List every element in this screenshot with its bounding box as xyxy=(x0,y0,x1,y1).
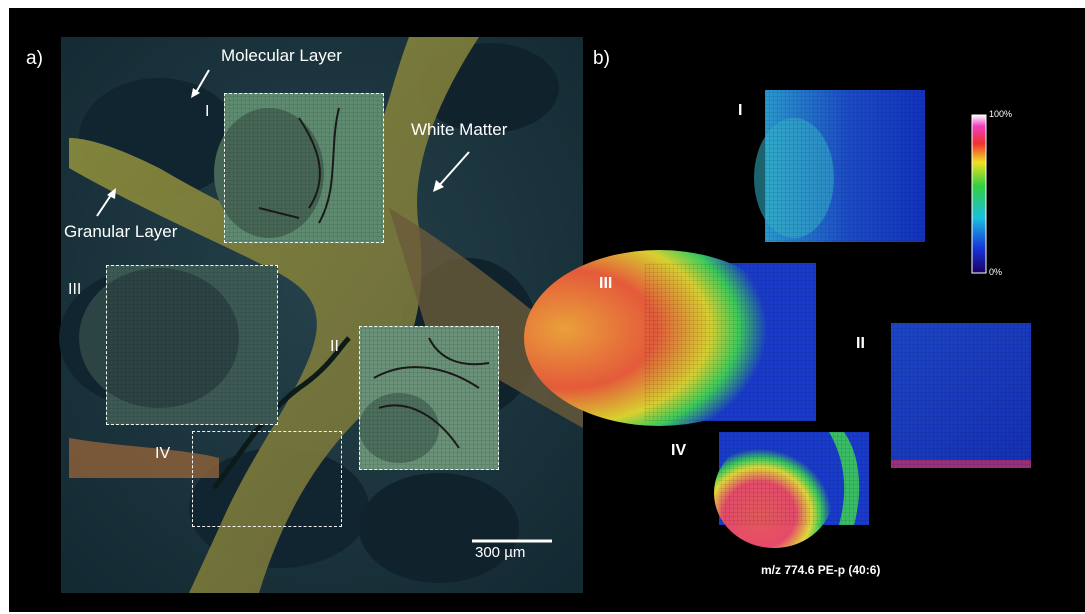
roi-box-i xyxy=(224,93,384,243)
region-label-iv: IV xyxy=(155,445,171,462)
region-label-iii: III xyxy=(68,281,82,298)
molecular-arrow xyxy=(194,69,210,95)
msi-image-ii xyxy=(891,323,1031,468)
msi-caption: m/z 774.6 PE-p (40:6) xyxy=(761,563,881,577)
roi-box-ii xyxy=(359,326,499,470)
figure-graphics xyxy=(59,37,1031,593)
msi-image-iv xyxy=(714,432,869,548)
granular-layer-label: Granular Layer xyxy=(64,222,178,241)
colorbar-min-label: 0% xyxy=(989,267,1003,277)
molecular-layer-label: Molecular Layer xyxy=(221,46,342,65)
white-matter-label: White Matter xyxy=(411,120,508,139)
panel-b-letter: b) xyxy=(593,48,610,69)
msi-label-ii: II xyxy=(856,335,865,352)
colorbar-max-label: 100% xyxy=(989,109,1013,119)
roi-box-iv xyxy=(192,431,342,527)
msi-label-i: I xyxy=(738,102,743,119)
roi-box-iii xyxy=(106,265,278,425)
panel-a-letter: a) xyxy=(26,48,43,69)
msi-label-iii: III xyxy=(599,275,613,292)
intensity-colorbar xyxy=(971,114,987,274)
msi-label-iv: IV xyxy=(671,442,687,459)
figure-canvas: a) b) Molecular Layer White Matter Granu… xyxy=(9,8,1085,612)
msi-image-iii xyxy=(524,250,816,426)
scale-bar-label: 300 µm xyxy=(475,544,526,561)
region-label-ii: II xyxy=(330,338,339,355)
msi-image-i xyxy=(754,90,925,242)
white-matter-arrow xyxy=(436,151,470,189)
region-label-i: I xyxy=(205,103,210,120)
